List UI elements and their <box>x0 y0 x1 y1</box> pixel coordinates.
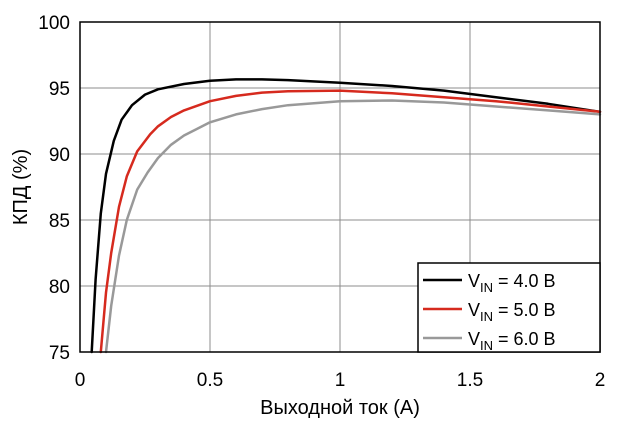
y-tick-label: 100 <box>38 13 70 34</box>
legend-label: VIN = 5.0 В <box>468 300 556 324</box>
y-tick-label: 85 <box>49 211 70 232</box>
legend-label: VIN = 6.0 В <box>468 329 556 353</box>
series-line-2 <box>99 89 602 354</box>
legend: VIN = 4.0 В VIN = 5.0 В VIN = 6.0 В <box>417 262 601 353</box>
x-tick-label: 2 <box>595 370 606 391</box>
plot-frame <box>79 21 601 353</box>
y-axis-ticks: 75 80 85 90 95 100 <box>38 13 70 364</box>
curves <box>90 78 602 354</box>
y-tick-label: 95 <box>49 79 70 100</box>
x-tick-label: 0 <box>75 370 86 391</box>
y-tick-label: 80 <box>49 277 70 298</box>
x-axis-ticks: 0 0.5 1 1.5 2 <box>75 370 606 391</box>
y-tick-label: 75 <box>49 343 70 364</box>
x-tick-label: 1 <box>335 370 346 391</box>
x-tick-label: 1.5 <box>457 370 483 391</box>
x-tick-label: 0.5 <box>197 370 223 391</box>
series-line-3 <box>104 99 602 354</box>
y-axis-label: КПД (%) <box>10 149 32 225</box>
legend-label: VIN = 4.0 В <box>468 271 556 295</box>
x-axis-label: Выходной ток (A) <box>260 397 420 419</box>
y-tick-label: 90 <box>49 145 70 166</box>
series-line-1 <box>90 78 602 354</box>
